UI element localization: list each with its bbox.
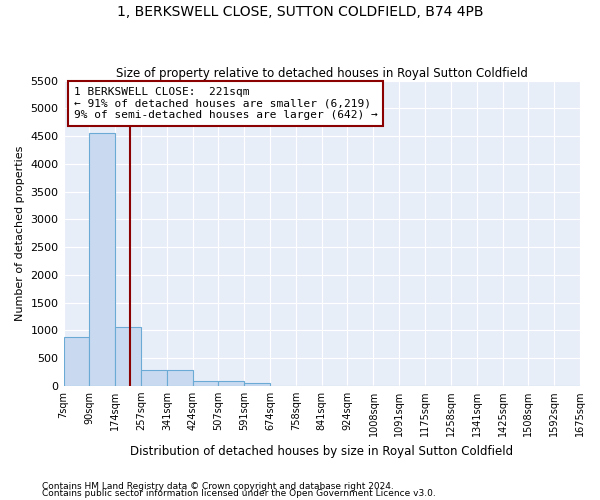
Bar	[167, 370, 193, 386]
Text: Contains public sector information licensed under the Open Government Licence v3: Contains public sector information licen…	[42, 489, 436, 498]
Bar	[89, 134, 115, 386]
Text: 1, BERKSWELL CLOSE, SUTTON COLDFIELD, B74 4PB: 1, BERKSWELL CLOSE, SUTTON COLDFIELD, B7…	[117, 5, 483, 19]
X-axis label: Distribution of detached houses by size in Royal Sutton Coldfield: Distribution of detached houses by size …	[130, 444, 514, 458]
Title: Size of property relative to detached houses in Royal Sutton Coldfield: Size of property relative to detached ho…	[116, 66, 528, 80]
Text: 1 BERKSWELL CLOSE:  221sqm
← 91% of detached houses are smaller (6,219)
9% of se: 1 BERKSWELL CLOSE: 221sqm ← 91% of detac…	[74, 87, 377, 120]
Bar	[64, 337, 89, 386]
Text: Contains HM Land Registry data © Crown copyright and database right 2024.: Contains HM Land Registry data © Crown c…	[42, 482, 394, 491]
Y-axis label: Number of detached properties: Number of detached properties	[15, 146, 25, 321]
Bar	[115, 327, 141, 386]
Bar	[193, 381, 218, 386]
Bar	[244, 383, 270, 386]
Bar	[141, 370, 167, 386]
Bar	[218, 381, 244, 386]
